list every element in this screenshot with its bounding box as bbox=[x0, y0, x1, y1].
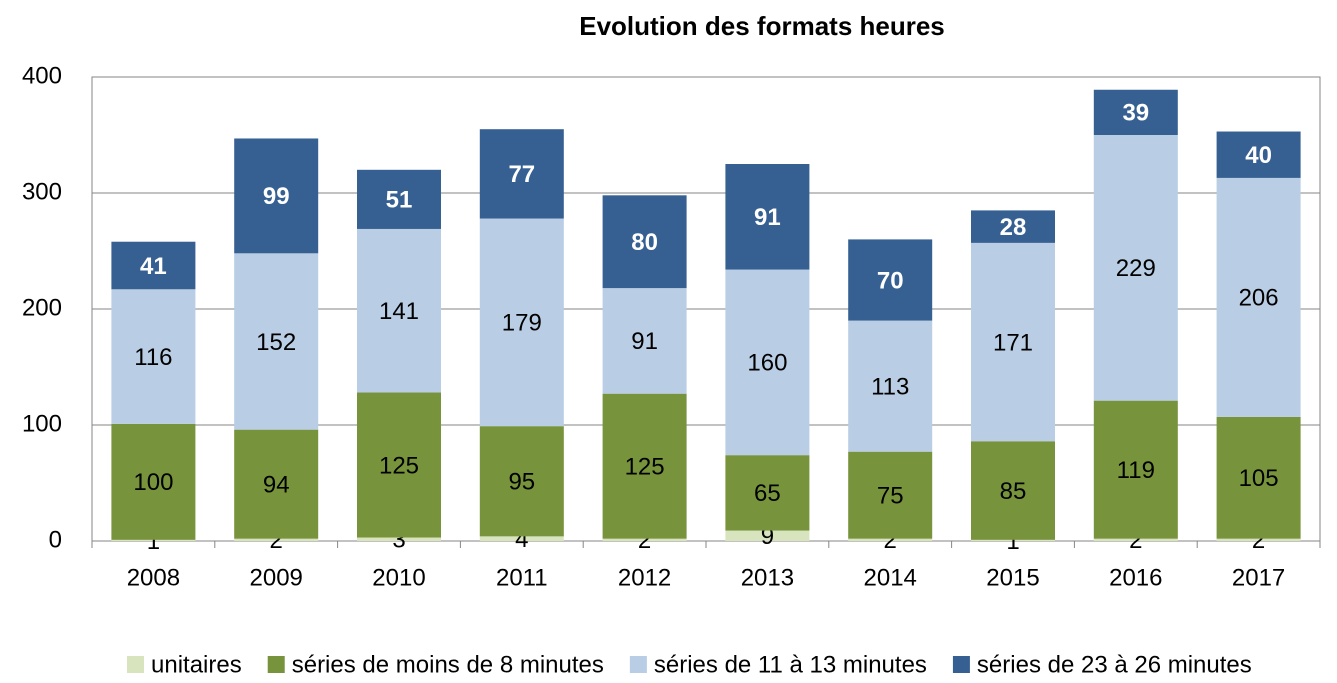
y-tick-label: 200 bbox=[22, 294, 62, 321]
bar-segment bbox=[1216, 131, 1301, 178]
legend-swatch bbox=[267, 656, 285, 673]
x-tick-label: 2013 bbox=[741, 564, 794, 591]
legend-label: unitaires bbox=[151, 651, 242, 678]
bar-segment bbox=[848, 239, 933, 321]
x-tick-label: 2008 bbox=[127, 564, 180, 591]
bar-segment bbox=[111, 241, 196, 290]
chart-title: Evolution des formats heures bbox=[579, 11, 945, 41]
bar-segment bbox=[1093, 135, 1178, 401]
bar-segment bbox=[234, 253, 319, 430]
data-label: 41 bbox=[140, 253, 167, 280]
bar-segment bbox=[234, 429, 319, 539]
legend-label: séries de 23 à 26 minutes bbox=[977, 651, 1252, 678]
bar-segment bbox=[725, 269, 810, 456]
bar-segment bbox=[602, 288, 687, 394]
bar-segment bbox=[725, 455, 810, 531]
data-label: 152 bbox=[256, 329, 296, 356]
bar-segment bbox=[479, 426, 564, 537]
bar-segment bbox=[725, 530, 810, 541]
legend-swatch bbox=[952, 656, 970, 673]
bar-segment bbox=[1093, 400, 1178, 539]
legend-label: séries de moins de 8 minutes bbox=[292, 651, 604, 678]
y-tick-label: 400 bbox=[22, 62, 62, 89]
data-label: 125 bbox=[625, 454, 665, 481]
data-label: 28 bbox=[1000, 214, 1027, 241]
x-tick-label: 2012 bbox=[618, 564, 671, 591]
bar-segment bbox=[1093, 89, 1178, 135]
x-tick-label: 2016 bbox=[1109, 564, 1162, 591]
data-label: 179 bbox=[502, 310, 542, 337]
data-label: 105 bbox=[1239, 465, 1279, 492]
bar-segment bbox=[479, 536, 564, 541]
bar-segment bbox=[971, 242, 1055, 442]
bar-segment bbox=[479, 129, 564, 219]
data-label: 65 bbox=[754, 480, 781, 507]
legend-label: séries de 11 à 13 minutes bbox=[654, 651, 927, 678]
data-label: 160 bbox=[747, 350, 787, 377]
x-tick-label: 2014 bbox=[864, 564, 917, 591]
data-label: 91 bbox=[754, 204, 781, 231]
data-label: 100 bbox=[133, 469, 173, 496]
bar-segment bbox=[357, 392, 441, 538]
data-label: 113 bbox=[871, 373, 909, 400]
bar-segment bbox=[357, 228, 441, 393]
y-tick-label: 100 bbox=[22, 410, 62, 437]
data-label: 125 bbox=[379, 452, 419, 479]
bar-segment bbox=[725, 164, 810, 270]
bar-segment bbox=[602, 393, 687, 539]
y-tick-label: 300 bbox=[22, 178, 62, 205]
bar-segment bbox=[234, 538, 319, 541]
bar-segment bbox=[357, 537, 441, 541]
data-label: 116 bbox=[134, 344, 172, 371]
data-label: 206 bbox=[1239, 285, 1279, 312]
data-label: 80 bbox=[631, 229, 658, 256]
bar-segment bbox=[971, 441, 1055, 540]
data-label: 70 bbox=[877, 267, 904, 294]
bar-segment bbox=[848, 320, 933, 452]
data-label: 91 bbox=[631, 328, 658, 355]
bar-segment bbox=[111, 423, 196, 540]
data-label: 77 bbox=[508, 161, 535, 188]
bar-segment bbox=[479, 218, 564, 427]
data-label: 40 bbox=[1245, 142, 1272, 169]
bar-segment bbox=[1093, 538, 1178, 541]
bar-segment bbox=[1216, 538, 1301, 541]
bar-segment bbox=[602, 538, 687, 541]
bar-segment bbox=[111, 289, 196, 424]
data-label: 229 bbox=[1116, 255, 1156, 282]
data-label: 119 bbox=[1117, 457, 1155, 484]
x-tick-label: 2010 bbox=[372, 564, 425, 591]
legend-swatch bbox=[629, 656, 647, 673]
data-label: 39 bbox=[1122, 100, 1149, 127]
bar-segment bbox=[848, 538, 933, 541]
y-tick-label: 0 bbox=[49, 526, 62, 553]
bar-segment bbox=[357, 169, 441, 229]
x-tick-label: 2017 bbox=[1232, 564, 1285, 591]
data-label: 75 bbox=[877, 483, 904, 510]
data-label: 95 bbox=[508, 469, 535, 496]
bar-segment bbox=[1216, 416, 1301, 539]
x-tick-label: 2015 bbox=[986, 564, 1039, 591]
bar-segment bbox=[234, 138, 319, 254]
data-label: 171 bbox=[993, 329, 1033, 356]
bar-segment bbox=[602, 195, 687, 289]
data-label: 85 bbox=[1000, 478, 1027, 505]
bar-segment bbox=[848, 451, 933, 539]
bar-segment bbox=[971, 210, 1055, 243]
data-label: 99 bbox=[263, 183, 290, 210]
data-label: 94 bbox=[263, 472, 290, 499]
x-tick-label: 2009 bbox=[250, 564, 303, 591]
legend-swatch bbox=[127, 656, 144, 673]
data-label: 141 bbox=[379, 298, 419, 325]
bar-segment bbox=[1216, 177, 1301, 417]
bar-segment bbox=[111, 539, 196, 541]
bar-segment bbox=[971, 539, 1055, 541]
x-tick-label: 2011 bbox=[496, 564, 548, 591]
data-label: 51 bbox=[386, 187, 413, 214]
